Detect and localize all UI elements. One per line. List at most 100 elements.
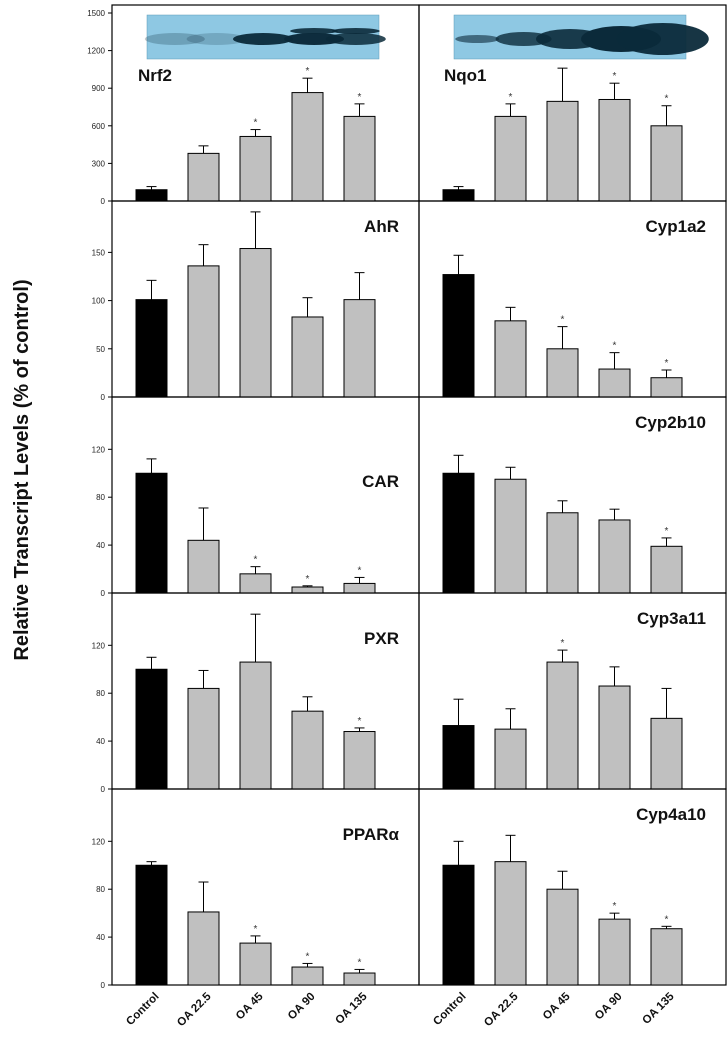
bar [343,299,376,398]
significance-mark: * [306,574,310,585]
bar [598,685,631,790]
bar [546,661,579,790]
bar [598,519,631,594]
panel-cyp2b10: * Cyp2b10 [418,396,727,594]
y-tick-label: 150 [92,248,106,257]
bar [291,586,324,594]
y-tick-label: 1200 [87,47,105,56]
y-tick-label: 100 [92,297,106,306]
significance-mark: * [613,341,617,352]
blot-band [325,33,386,45]
bar [291,966,324,986]
bar [291,316,324,398]
bar [187,911,220,986]
panel-title: CAR [362,472,399,491]
panel-title: Cyp4a10 [636,805,706,824]
category-label: OA 90 [286,991,318,1023]
bar [239,248,272,398]
bar [650,717,683,790]
blot-band [233,33,293,45]
bar [494,115,527,202]
y-tick-label: 0 [101,197,106,206]
bar [598,918,631,986]
bar [494,320,527,398]
y-axis-label: Relative Transcript Levels (% of control… [11,279,33,660]
bar [187,687,220,790]
blot-band [331,28,380,34]
panel-cyp4a10: * * Cyp4a10 Control OA 22.5 OA 45 OA 90 OA 135 [418,788,727,1029]
bar [239,135,272,202]
y-tick-label: 120 [92,445,106,454]
bar [343,731,376,790]
bar [291,92,324,202]
y-tick-label: 80 [96,493,105,502]
bar [135,668,168,790]
bar [135,299,168,398]
bar [598,98,631,202]
significance-mark: * [665,358,669,369]
significance-mark: * [254,118,258,129]
panel-nqo1: * * * Nqo1 [418,4,727,202]
bar [187,152,220,202]
panel-title: Cyp1a2 [646,217,706,236]
y-tick-label: 900 [92,84,106,93]
y-tick-label: 40 [96,933,105,942]
panel-nrf2: 0 300 600 900 1200 1500 * * * Nrf2 [87,4,420,206]
y-tick-label: 600 [92,122,106,131]
bar [650,545,683,594]
significance-mark: * [561,315,565,326]
bar [343,972,376,986]
category-label: OA 22.5 [482,990,521,1029]
y-tick-label: 0 [101,981,106,990]
significance-mark: * [306,66,310,77]
category-label: OA 45 [234,990,266,1022]
bar [239,573,272,594]
bar [442,725,475,790]
bar [442,472,475,594]
bar [187,265,220,398]
significance-mark: * [358,716,362,727]
y-tick-label: 0 [101,393,106,402]
panel-title: PXR [364,629,399,648]
bar [239,942,272,986]
panel-title: AhR [364,217,399,236]
panels: 030060090012001500***Nrf2***Nqo105010015… [87,4,727,1029]
bar [546,348,579,398]
y-tick-label: 40 [96,541,105,550]
panel-title: PPARα [343,825,400,844]
bar [494,478,527,594]
significance-mark: * [665,526,669,537]
bar [291,710,324,790]
category-label: OA 135 [640,990,677,1027]
bar [442,189,475,202]
panel-ppar: 0 40 80 120 * * * PPARα Control OA 22.5 OA 45 OA 90… [92,788,420,1029]
bar [135,472,168,594]
significance-mark: * [665,914,669,925]
y-tick-label: 80 [96,689,105,698]
bar [598,368,631,398]
panel-cyp1a2: * * * Cyp1a2 [418,200,727,398]
bar [546,512,579,594]
y-tick-label: 120 [92,837,106,846]
y-tick-label: 40 [96,737,105,746]
blot-band [616,23,709,55]
blot-band [455,35,500,43]
bar [442,274,475,398]
bar [546,100,579,202]
significance-mark: * [509,92,513,103]
significance-mark: * [613,71,617,82]
blot-band [284,33,345,45]
category-label: Control [431,991,468,1028]
significance-mark: * [254,924,258,935]
bar [239,661,272,790]
y-tick-label: 1500 [87,9,105,18]
significance-mark: * [613,901,617,912]
panel-title: Cyp2b10 [635,413,706,432]
bar [546,888,579,986]
blot-band [186,33,247,45]
y-tick-label: 120 [92,641,106,650]
bar [343,115,376,202]
category-label: Control [124,991,161,1028]
bar [494,728,527,790]
